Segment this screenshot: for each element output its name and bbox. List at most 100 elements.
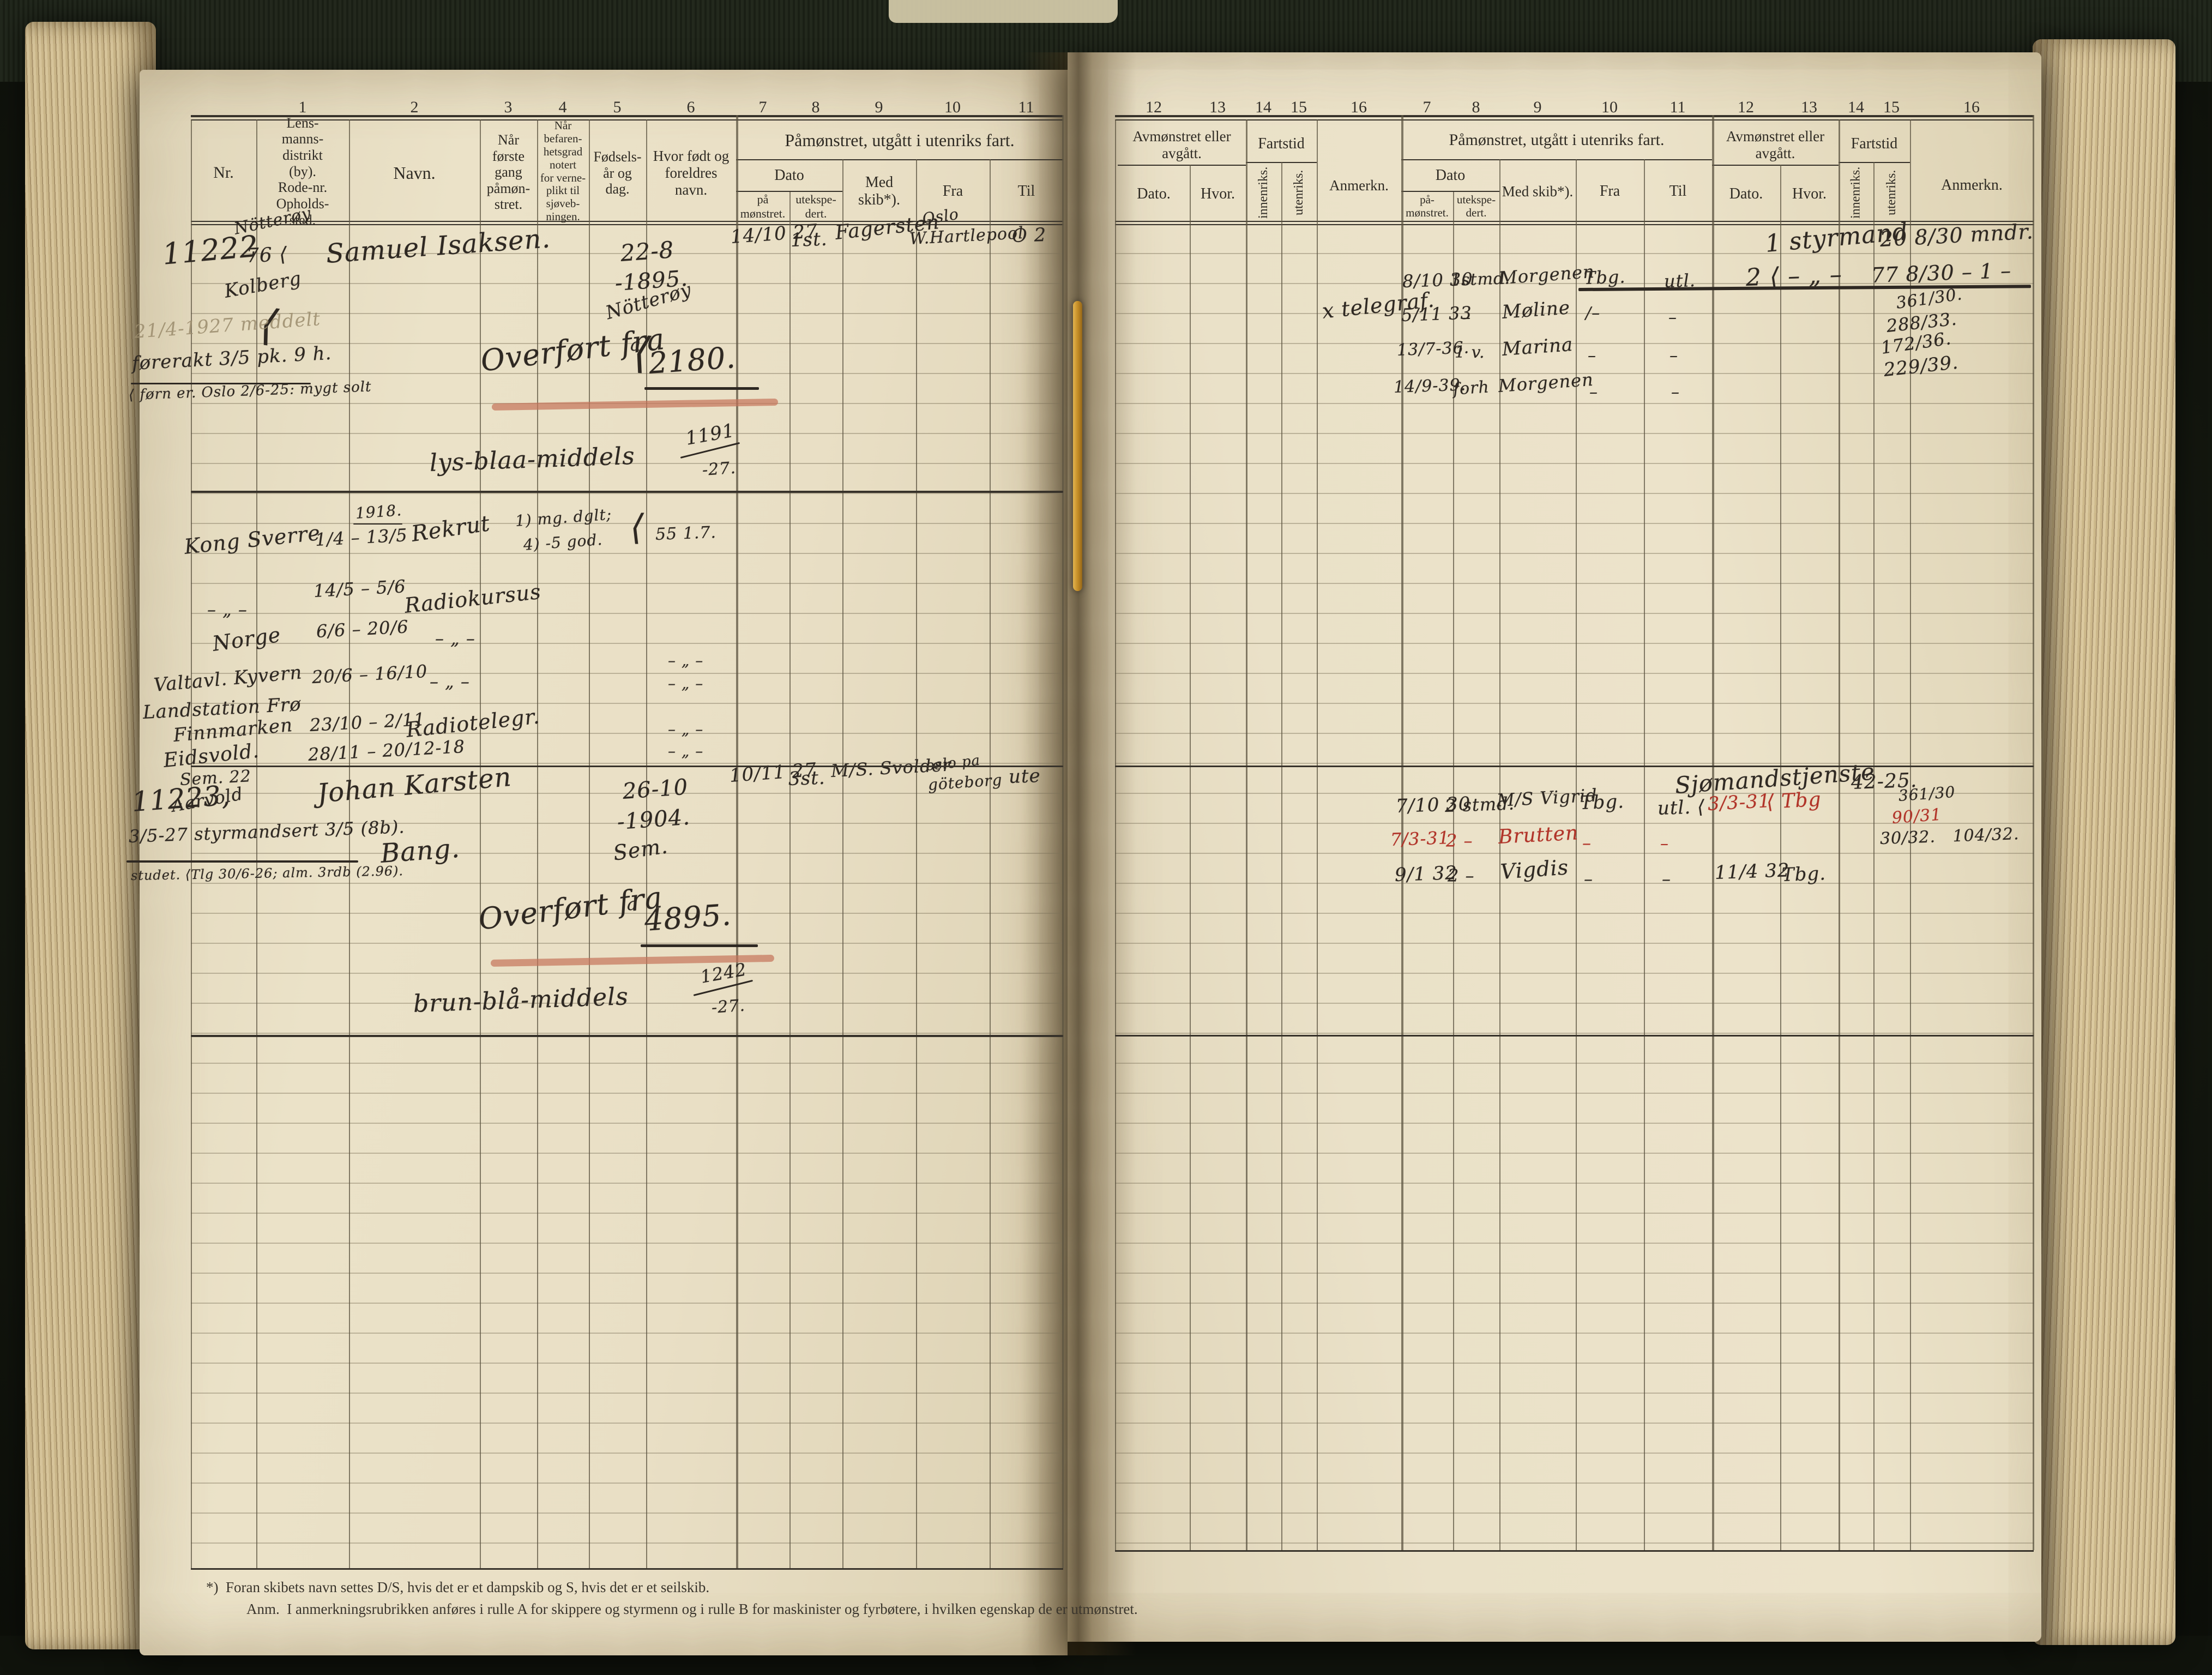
header-til-b: Til — [1669, 183, 1687, 200]
column-number-left-10: 10 — [944, 98, 961, 116]
handwriting-mil-a-55: 55 1.7. — [655, 523, 717, 544]
handwriting-mil-d-grade-1: – „ – — [668, 652, 704, 670]
column-number-left-4: 4 — [558, 98, 567, 116]
handwriting-mil-f-grade-2: – „ – — [668, 742, 704, 760]
printed-hline-17 — [1115, 1550, 2034, 1552]
printed-hline-5 — [191, 224, 1063, 225]
column-number-right-16: 16 — [1963, 98, 1980, 116]
header-dispatched-left: utekspe- dert. — [795, 192, 836, 220]
printed-vline-0 — [191, 119, 192, 1568]
column-number-left-7: 7 — [758, 98, 767, 116]
header-with-ship-b: Med skib*). — [1502, 183, 1574, 200]
printed-vline-17 — [1317, 119, 1318, 1550]
handwriting-rp-11222-cert-2b: 77 8/30 – 1 – — [1871, 258, 2012, 287]
handwriting-mil-c-ditto: – „ – — [435, 628, 475, 649]
header-fra-b: Fra — [1599, 183, 1620, 200]
header-anmerkn-a: Anmerkn. — [1329, 177, 1389, 194]
header-utenriks-c: utenriks. — [1884, 170, 1898, 215]
page-stack-left — [25, 22, 156, 1649]
handwriting-entry-11222-voy-rank: 1st. — [790, 228, 828, 251]
printed-vline-4 — [537, 119, 538, 1568]
column-number-right-8: 8 — [1472, 98, 1480, 116]
printed-vline-15 — [1246, 119, 1247, 1550]
handwriting-rp-11222-r2-ship: Møline — [1501, 297, 1571, 323]
column-number-left-8: 8 — [811, 98, 820, 116]
printed-vline-25 — [1839, 119, 1840, 1550]
printed-vline-26 — [1873, 162, 1875, 1550]
header-fartstid-a: Fartstid — [1258, 135, 1305, 152]
stroke-entry-rule-bottom-left — [191, 1035, 1063, 1037]
header-dato-b: Dato — [1435, 167, 1466, 184]
header-on-muster-left: på mønstret. — [740, 192, 786, 220]
printed-vline-14 — [1190, 165, 1191, 1550]
handwriting-rp-11222-r3-til: – — [1669, 346, 1678, 365]
row-ruling-left — [191, 224, 1063, 1568]
printed-vline-13 — [1115, 119, 1116, 1550]
column-number-left-6: 6 — [686, 98, 695, 116]
handwriting-entry-11223-transfer-no: 4895. — [643, 897, 733, 938]
header-fartstid-c: Fartstid — [1851, 135, 1898, 152]
column-number-right-9: 9 — [1533, 98, 1542, 116]
printed-vline-27 — [1910, 119, 1911, 1550]
handwriting-rp-11223-r1-av-hvor: ⟨ Tbg — [1765, 788, 1822, 814]
handwriting-rp-11223-anm-2: 90/31 — [1891, 805, 1943, 828]
printed-vline-28 — [2033, 115, 2034, 1550]
printed-vline-20 — [1499, 159, 1500, 1550]
header-navn: Navn. — [393, 163, 436, 183]
header-dato-left: Dato — [774, 167, 804, 184]
column-number-left-5: 5 — [613, 98, 622, 116]
handwriting-entry-11223-name-2: Bang. — [379, 833, 461, 869]
handwriting-entry-11222-voy-til: O 2 — [1011, 224, 1047, 247]
column-number-left-9: 9 — [875, 98, 883, 116]
column-number-left-2: 2 — [410, 98, 419, 116]
right-page — [1068, 52, 2041, 1642]
header-utenriks-a: utenriks. — [1291, 170, 1306, 215]
stroke-underline-1918 — [353, 523, 402, 525]
printed-vline-8 — [789, 192, 791, 1568]
handwriting-entry-11223-voy-til: ute — [1008, 764, 1041, 788]
header-seaworthiness: Når befaren- hetsgrad notert for verne- … — [540, 118, 586, 224]
printed-hline-0 — [191, 115, 1063, 117]
stroke-underline-2180 — [644, 387, 759, 390]
left-page — [140, 70, 1068, 1655]
printed-hline-4 — [191, 221, 1063, 222]
printed-vline-6 — [646, 119, 647, 1568]
footnote-star: *) Foran skibets navn settes D/S, hvis d… — [206, 1579, 710, 1595]
footnote-anm: Anm. I anmerkningsrubrikken anføres i ru… — [246, 1601, 1138, 1617]
handwriting-rp-11223-r3-ship: Vigdis — [1499, 855, 1570, 884]
handwriting-mil-year: 1918. — [354, 501, 403, 522]
printed-vline-12 — [1062, 115, 1064, 1568]
header-demustered-a: Avmønstret eller avgått. — [1132, 128, 1231, 161]
column-number-right-13: 13 — [1209, 98, 1226, 116]
column-number-right-10: 10 — [1601, 98, 1618, 116]
printed-hline-11 — [1401, 159, 1712, 160]
column-number-left-11: 11 — [1018, 98, 1034, 116]
header-fra-left: Fra — [942, 183, 963, 200]
printed-hline-9 — [1118, 165, 1246, 166]
handwriting-entry-11223-transfer-a: a — [627, 894, 638, 914]
handwriting-rp-11222-r2-rank: – — [1462, 308, 1471, 327]
column-number-right-14: 14 — [1255, 98, 1271, 116]
handwriting-mil-d-grade-2: – „ – — [668, 674, 704, 692]
printed-vline-24 — [1780, 165, 1781, 1550]
printed-vline-10 — [916, 159, 917, 1568]
stroke-entry-rule-11223 — [191, 766, 1063, 767]
column-number-right-15: 15 — [1291, 98, 1307, 116]
handwriting-mil-a-brace: ⟨ — [630, 508, 644, 548]
printed-hline-1 — [191, 119, 1063, 120]
printed-vline-9 — [842, 159, 843, 1568]
header-mustered-group-left: Påmønstret, utgått i utenriks fart. — [785, 130, 1015, 150]
handwriting-rp-11223-r2-rank: 2 – — [1446, 830, 1473, 851]
loose-page-sliver — [889, 0, 1118, 23]
printed-hline-12 — [1401, 191, 1499, 192]
row-ruling-right — [1115, 224, 2034, 1550]
column-number-right-13: 13 — [1801, 98, 1817, 116]
handwriting-entry-11222-transfer-a: a — [630, 334, 642, 355]
printed-hline-8 — [1115, 119, 2034, 120]
column-number-right-7: 7 — [1423, 98, 1431, 116]
header-mustered-group-right: Påmønstret, utgått i utenriks fart. — [1449, 130, 1665, 149]
handwriting-entry-11222-birth-1: 22-8 — [619, 236, 675, 267]
handwriting-mil-a-date: 1/4 – 13/5 — [315, 525, 408, 550]
header-dispatched-b: utekspe- dert. — [1456, 192, 1496, 219]
header-birth: Fødsels- år og dag. — [593, 149, 642, 197]
